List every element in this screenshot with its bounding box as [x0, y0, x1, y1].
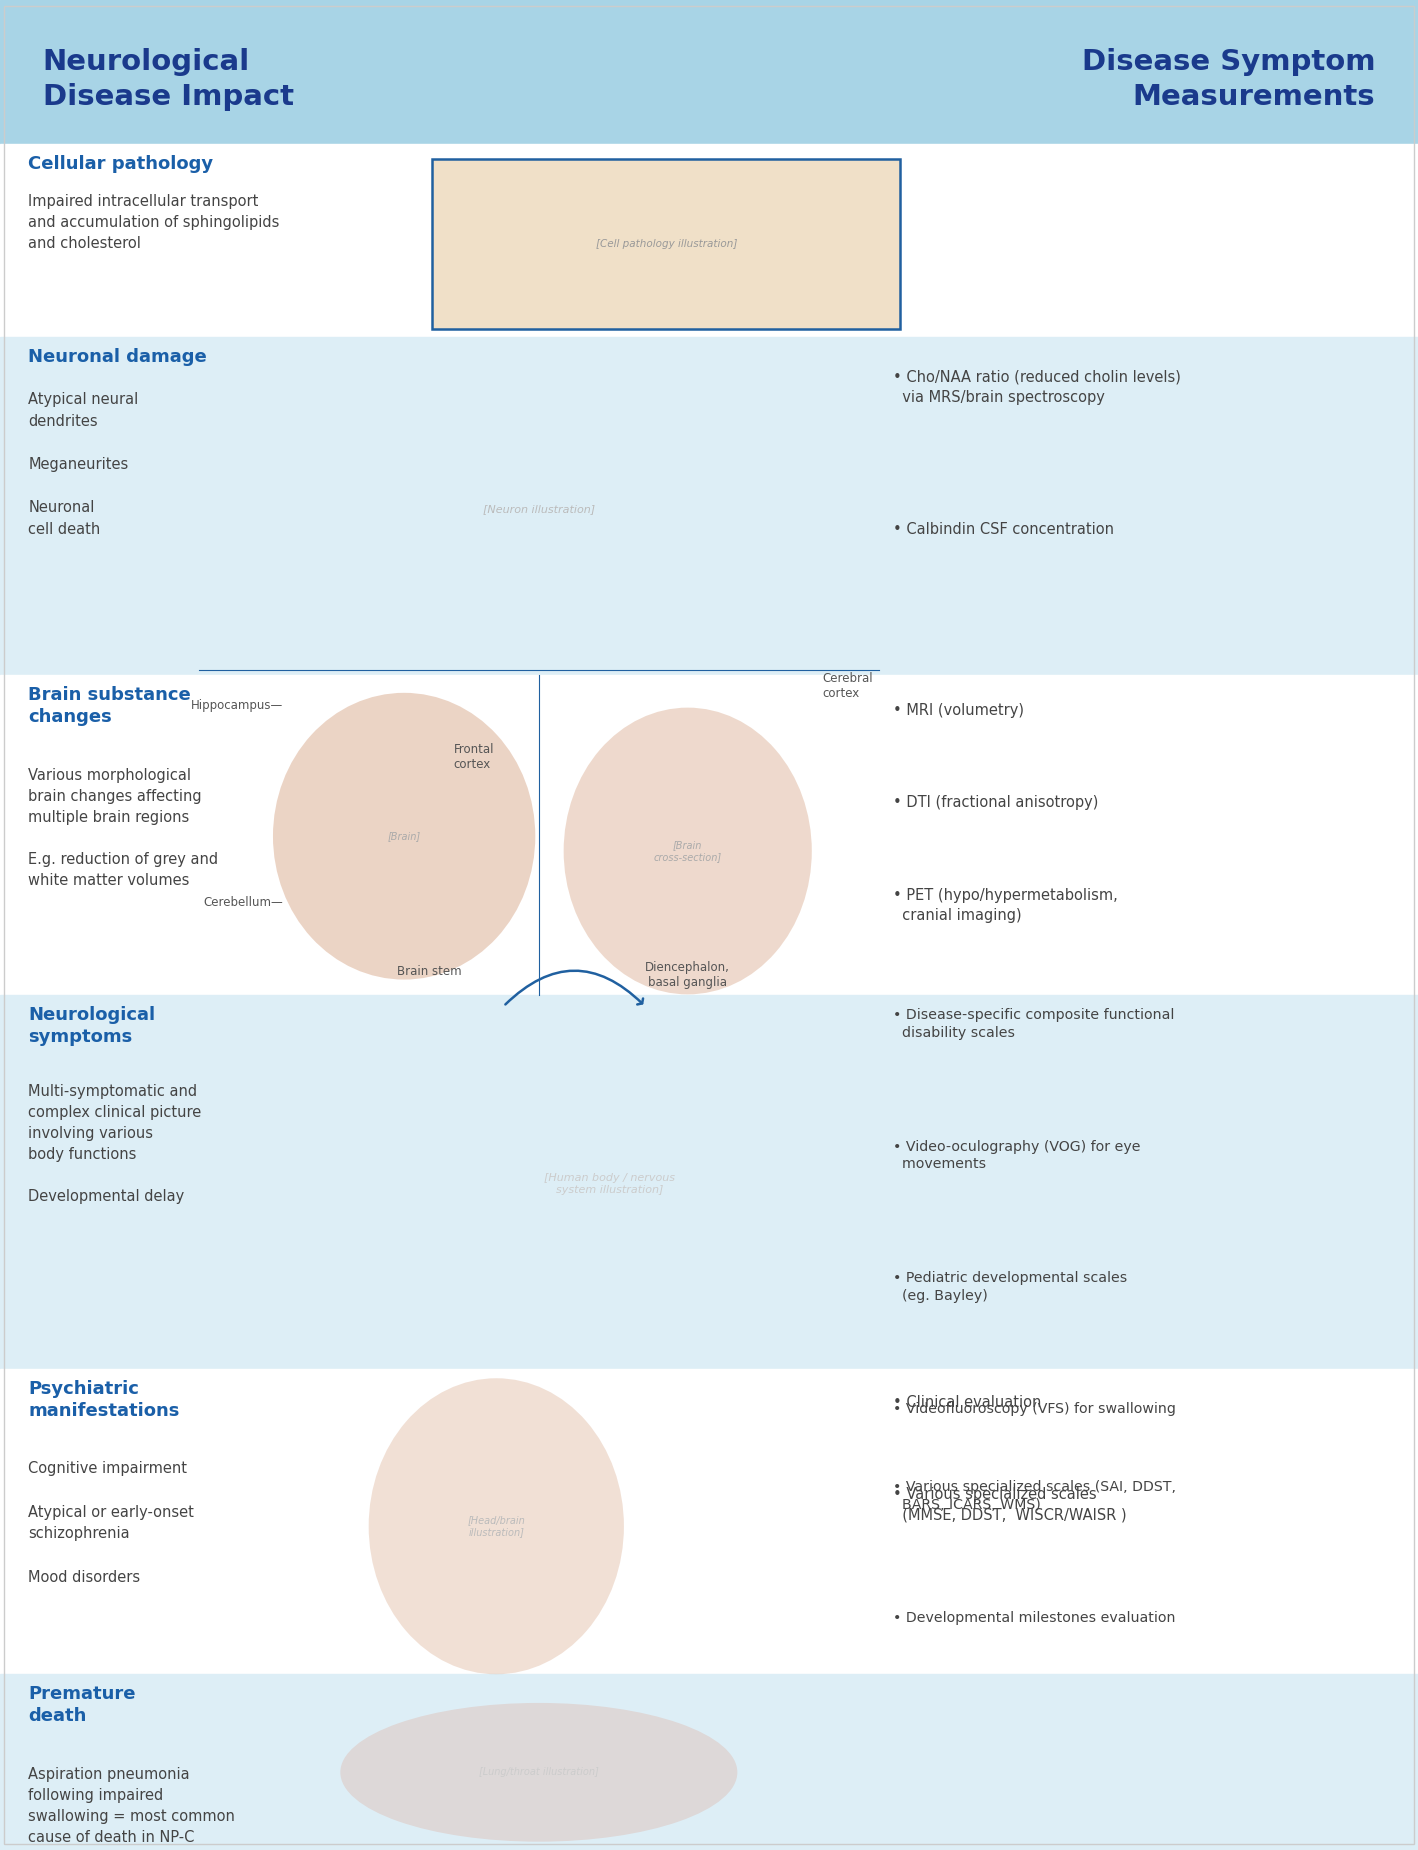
- Text: [Cell pathology illustration]: [Cell pathology illustration]: [596, 239, 737, 250]
- Ellipse shape: [563, 707, 811, 993]
- Text: Neurological
Disease Impact: Neurological Disease Impact: [43, 48, 294, 111]
- Text: Multi-symptomatic and
complex clinical picture
involving various
body functions
: Multi-symptomatic and complex clinical p…: [28, 1084, 201, 1204]
- Text: • DTI (fractional anisotropy): • DTI (fractional anisotropy): [893, 796, 1099, 810]
- Bar: [0, 675, 1418, 995]
- Text: • Calbindin CSF concentration: • Calbindin CSF concentration: [893, 522, 1115, 536]
- Text: Cerebral
cortex: Cerebral cortex: [822, 672, 873, 701]
- Text: Frontal
cortex: Frontal cortex: [454, 742, 495, 771]
- Text: • MRI (volumetry): • MRI (volumetry): [893, 703, 1024, 718]
- Text: • Clinical evaluation: • Clinical evaluation: [893, 1395, 1042, 1410]
- Text: • Video-oculography (VOG) for eye
  movements: • Video-oculography (VOG) for eye moveme…: [893, 1140, 1141, 1171]
- FancyBboxPatch shape: [432, 159, 900, 329]
- Text: Brain substance
changes: Brain substance changes: [28, 686, 191, 725]
- Text: Premature
death: Premature death: [28, 1685, 136, 1724]
- Text: • Various specialized scales (SAI, DDST,
  BARS, ICARS, WMS): • Various specialized scales (SAI, DDST,…: [893, 1480, 1177, 1511]
- Text: • Videofluoroscopy (VFS) for swallowing: • Videofluoroscopy (VFS) for swallowing: [893, 1402, 1176, 1417]
- Bar: [0, 0, 1418, 144]
- Bar: [0, 995, 1418, 1369]
- Text: • Cho/NAA ratio (reduced cholin levels)
  via MRS/brain spectroscopy: • Cho/NAA ratio (reduced cholin levels) …: [893, 370, 1181, 405]
- Bar: [199, 361, 879, 657]
- Text: Impaired intracellular transport
and accumulation of sphingolipids
and cholester: Impaired intracellular transport and acc…: [28, 194, 279, 252]
- Bar: [0, 144, 1418, 337]
- Ellipse shape: [272, 692, 535, 980]
- Bar: [0, 337, 1418, 675]
- Ellipse shape: [340, 1702, 737, 1843]
- Text: Hippocampus—: Hippocampus—: [191, 699, 284, 712]
- Text: [Brain]: [Brain]: [387, 831, 421, 842]
- Bar: [354, 1005, 865, 1365]
- Text: • PET (hypo/hypermetabolism,
  cranial imaging): • PET (hypo/hypermetabolism, cranial ima…: [893, 888, 1117, 923]
- Text: • Pediatric developmental scales
  (eg. Bayley): • Pediatric developmental scales (eg. Ba…: [893, 1271, 1127, 1302]
- Text: [Lung/throat illustration]: [Lung/throat illustration]: [479, 1767, 598, 1778]
- Text: Aspiration pneumonia
following impaired
swallowing = most common
cause of death : Aspiration pneumonia following impaired …: [28, 1767, 235, 1844]
- Bar: [0, 1674, 1418, 1850]
- Text: Cognitive impairment

Atypical or early-onset
schizophrenia

Mood disorders: Cognitive impairment Atypical or early-o…: [28, 1462, 194, 1584]
- Text: [Human body / nervous
system illustration]: [Human body / nervous system illustratio…: [545, 1173, 675, 1195]
- Text: Brain stem: Brain stem: [397, 966, 462, 979]
- Text: Cerebellum—: Cerebellum—: [204, 897, 284, 910]
- Text: [Head/brain
illustration]: [Head/brain illustration]: [468, 1515, 525, 1537]
- Text: • Various specialized scales
  (MMSE, DDST,  WISCR/WAISR ): • Various specialized scales (MMSE, DDST…: [893, 1487, 1127, 1523]
- Text: Neuronal damage: Neuronal damage: [28, 348, 207, 366]
- Text: • Disease-specific composite functional
  disability scales: • Disease-specific composite functional …: [893, 1008, 1174, 1040]
- Text: Various morphological
brain changes affecting
multiple brain regions

E.g. reduc: Various morphological brain changes affe…: [28, 768, 218, 888]
- Text: [Brain
cross-section]: [Brain cross-section]: [654, 840, 722, 862]
- Text: Cellular pathology: Cellular pathology: [28, 155, 214, 174]
- Text: • Developmental milestones evaluation: • Developmental milestones evaluation: [893, 1611, 1176, 1626]
- Text: Disease Symptom
Measurements: Disease Symptom Measurements: [1082, 48, 1375, 111]
- Bar: [0, 1369, 1418, 1674]
- Text: [Neuron illustration]: [Neuron illustration]: [482, 503, 596, 514]
- Ellipse shape: [369, 1378, 624, 1674]
- Text: Neurological
symptoms: Neurological symptoms: [28, 1006, 156, 1045]
- Text: Atypical neural
dendrites

Meganeurites

Neuronal
cell death: Atypical neural dendrites Meganeurites N…: [28, 392, 139, 536]
- Text: Diencephalon,
basal ganglia: Diencephalon, basal ganglia: [645, 960, 730, 990]
- Text: Psychiatric
manifestations: Psychiatric manifestations: [28, 1380, 180, 1419]
